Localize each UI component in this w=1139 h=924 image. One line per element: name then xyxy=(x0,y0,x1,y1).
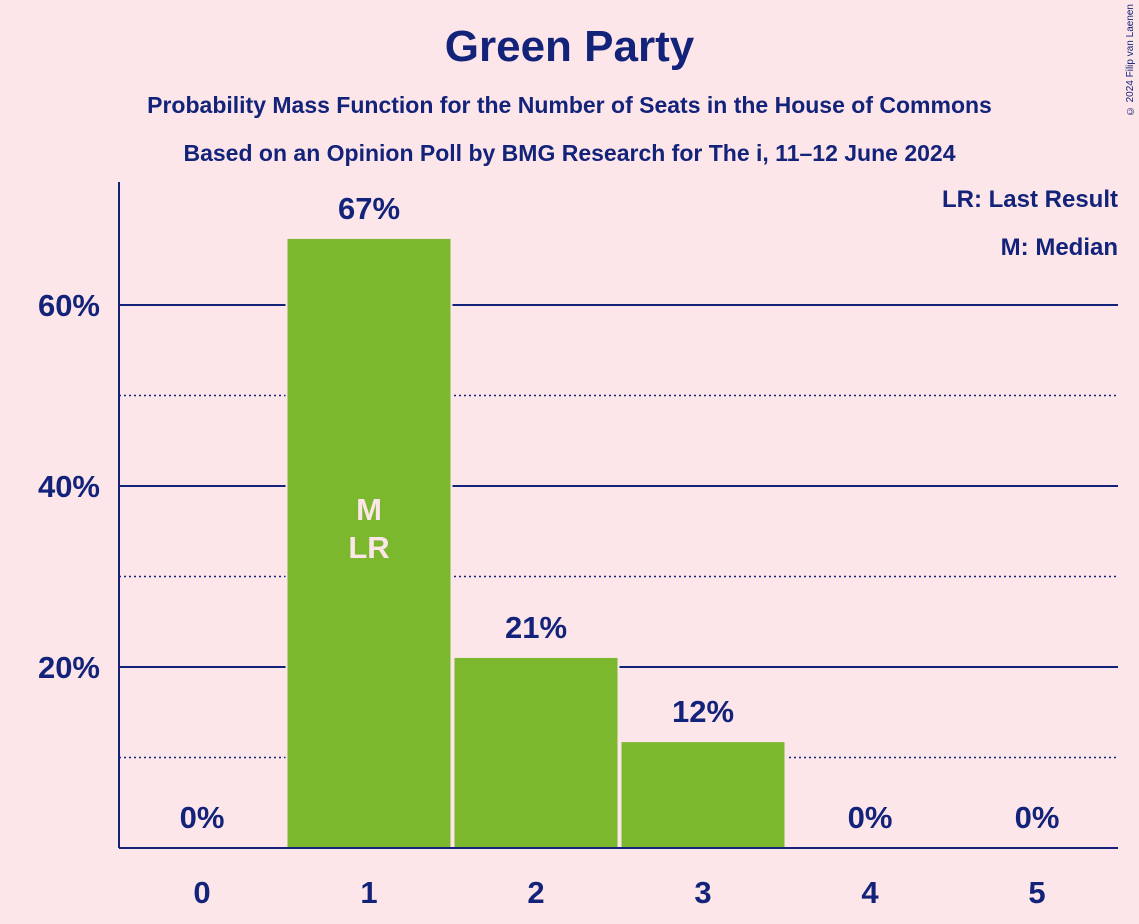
legend-median: M: Median xyxy=(1000,234,1118,261)
bar xyxy=(621,742,785,848)
y-tick-label: 60% xyxy=(38,288,100,323)
x-tick-label: 5 xyxy=(1028,875,1045,910)
data-label: 0% xyxy=(180,800,225,835)
legend-last-result: LR: Last Result xyxy=(941,186,1118,213)
x-tick-label: 0 xyxy=(193,875,210,910)
in-bar-label: M xyxy=(356,492,382,527)
data-label: 67% xyxy=(338,191,400,226)
bar xyxy=(454,657,618,848)
chart-subtitle: Probability Mass Function for the Number… xyxy=(147,92,992,118)
data-label: 12% xyxy=(672,694,734,729)
y-tick-label: 40% xyxy=(38,469,100,504)
x-tick-label: 3 xyxy=(694,875,711,910)
data-label: 0% xyxy=(848,800,893,835)
bar xyxy=(287,238,451,848)
chart-title: Green Party xyxy=(444,22,695,71)
x-tick-label: 4 xyxy=(861,875,879,910)
x-tick-label: 2 xyxy=(527,875,544,910)
in-bar-label: LR xyxy=(348,530,389,565)
x-tick-label: 1 xyxy=(360,875,377,910)
data-label: 21% xyxy=(505,610,567,645)
y-tick-label: 20% xyxy=(38,650,100,685)
chart-subtitle-source: Based on an Opinion Poll by BMG Research… xyxy=(183,140,956,166)
data-label: 0% xyxy=(1015,800,1060,835)
